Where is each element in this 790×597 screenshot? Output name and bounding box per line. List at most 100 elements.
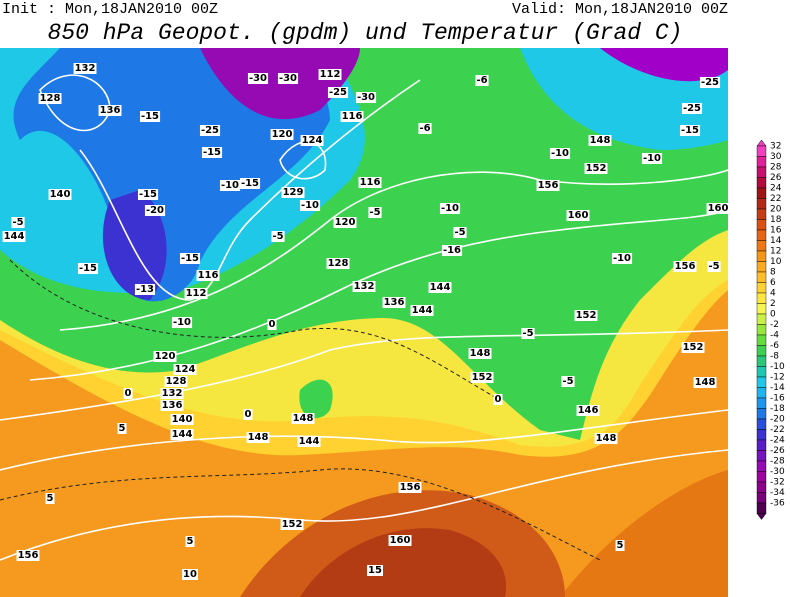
color-swatch bbox=[756, 261, 767, 273]
contour-label: -5 bbox=[12, 217, 23, 228]
contour-label: 144 bbox=[412, 305, 433, 316]
label-box bbox=[576, 405, 600, 416]
contour-label: 148 bbox=[590, 135, 611, 146]
contour-label: 144 bbox=[4, 231, 25, 242]
label-box bbox=[536, 180, 560, 191]
contour-label: 148 bbox=[293, 413, 314, 424]
contour-label: 5 bbox=[187, 536, 194, 547]
label-box bbox=[470, 372, 494, 383]
contour-label: 132 bbox=[162, 388, 183, 399]
contour-label: 120 bbox=[335, 217, 356, 228]
contour-label: 136 bbox=[162, 400, 183, 411]
color-bar-label: 14 bbox=[770, 236, 782, 246]
label-box bbox=[475, 75, 489, 86]
color-bar-label: -18 bbox=[770, 404, 785, 414]
contour-label: -25 bbox=[683, 103, 701, 114]
contour-label: 128 bbox=[40, 93, 61, 104]
color-swatch bbox=[756, 177, 767, 189]
label-box bbox=[271, 231, 285, 242]
label-box bbox=[355, 92, 377, 103]
contour-label: -10 bbox=[551, 148, 569, 159]
contour-label: 140 bbox=[50, 189, 71, 200]
color-bar-label: -30 bbox=[770, 467, 785, 477]
color-bar-label: -16 bbox=[770, 394, 785, 404]
label-box bbox=[277, 73, 299, 84]
color-swatch bbox=[756, 450, 767, 462]
contour-label: 152 bbox=[576, 310, 597, 321]
contour-label: 144 bbox=[430, 282, 451, 293]
label-box bbox=[410, 305, 434, 316]
contour-label: 156 bbox=[18, 550, 39, 561]
label-box bbox=[185, 536, 195, 547]
contour-label: -10 bbox=[441, 203, 459, 214]
label-box bbox=[679, 125, 701, 136]
contour-label: 140 bbox=[172, 414, 193, 425]
label-box bbox=[246, 432, 270, 443]
contour-label: 132 bbox=[75, 63, 96, 74]
color-swatch bbox=[756, 271, 767, 283]
contour-label: 146 bbox=[578, 405, 599, 416]
color-swatch bbox=[756, 460, 767, 472]
label-box bbox=[693, 377, 717, 388]
contour-label: 148 bbox=[596, 433, 617, 444]
contour-label: -15 bbox=[681, 125, 699, 136]
label-box bbox=[160, 388, 184, 399]
color-bar-label: 0 bbox=[770, 310, 776, 320]
label-box bbox=[318, 69, 342, 80]
label-box bbox=[38, 93, 62, 104]
contour-label: 0 bbox=[125, 388, 132, 399]
label-box bbox=[179, 253, 201, 264]
color-bar-label: -10 bbox=[770, 362, 785, 372]
contour-label: 10 bbox=[183, 569, 197, 580]
contour-label: -25 bbox=[201, 125, 219, 136]
color-bar-label: -14 bbox=[770, 383, 785, 393]
color-swatch bbox=[756, 345, 767, 357]
contour-label: 124 bbox=[175, 364, 196, 375]
contour-label: 148 bbox=[248, 432, 269, 443]
contour-label: 152 bbox=[586, 163, 607, 174]
label-box bbox=[171, 317, 193, 328]
label-box bbox=[707, 261, 721, 272]
color-bar-label: -32 bbox=[770, 478, 785, 488]
color-swatch bbox=[756, 282, 767, 294]
color-swatch bbox=[756, 334, 767, 346]
contour-label: -5 bbox=[708, 261, 719, 272]
contour-label: 148 bbox=[470, 348, 491, 359]
color-swatch bbox=[756, 303, 767, 315]
color-bar-label: -2 bbox=[770, 320, 779, 330]
label-box bbox=[382, 297, 406, 308]
label-box bbox=[611, 253, 633, 264]
label-box bbox=[144, 205, 166, 216]
label-box bbox=[164, 376, 188, 387]
label-box bbox=[358, 177, 382, 188]
valid-time: Valid: Mon,18JAN2010 00Z bbox=[512, 1, 728, 18]
contour-label: 116 bbox=[360, 177, 381, 188]
color-swatch bbox=[756, 439, 767, 451]
color-swatch bbox=[756, 187, 767, 199]
label-box bbox=[281, 187, 305, 198]
color-swatch bbox=[756, 418, 767, 430]
contour-label: 156 bbox=[400, 482, 421, 493]
label-box bbox=[73, 63, 97, 74]
label-box bbox=[594, 433, 618, 444]
color-bar-label: -26 bbox=[770, 446, 785, 456]
label-box bbox=[196, 270, 220, 281]
contour-label: 5 bbox=[47, 493, 54, 504]
label-box bbox=[173, 364, 197, 375]
label-box bbox=[170, 414, 194, 425]
label-box bbox=[574, 310, 598, 321]
label-box bbox=[170, 429, 194, 440]
color-swatch bbox=[756, 250, 767, 262]
contour-label: 128 bbox=[166, 376, 187, 387]
contour-label: 120 bbox=[272, 129, 293, 140]
color-swatch bbox=[756, 324, 767, 336]
color-bar-label: -20 bbox=[770, 415, 785, 425]
color-swatch bbox=[756, 208, 767, 220]
label-box bbox=[160, 400, 184, 411]
contour-label: -5 bbox=[272, 231, 283, 242]
label-box bbox=[521, 328, 535, 339]
contour-label: 156 bbox=[538, 180, 559, 191]
label-box bbox=[468, 348, 492, 359]
contour-label: 152 bbox=[683, 342, 704, 353]
